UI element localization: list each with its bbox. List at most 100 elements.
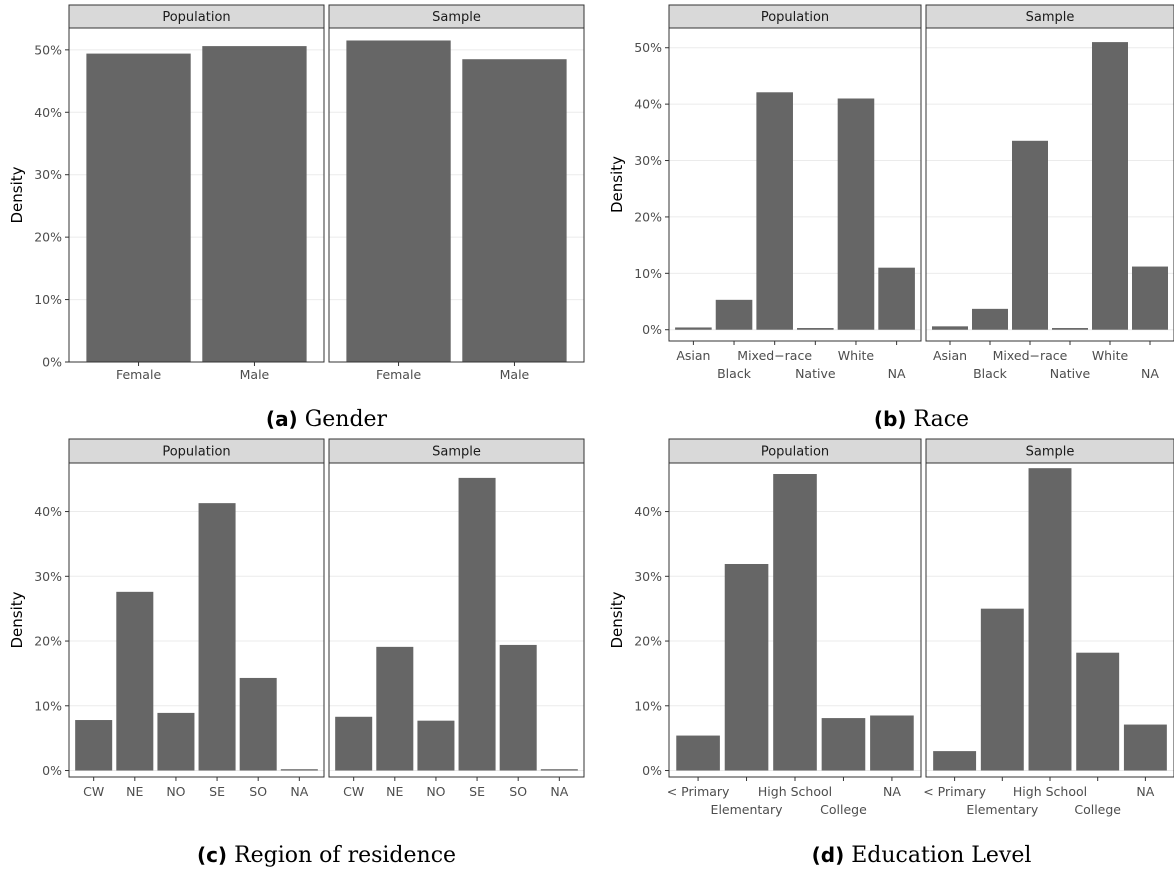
bar-population-4 [837, 98, 875, 330]
x-tick-label: High School [1013, 784, 1087, 799]
x-tick-label: Native [795, 366, 836, 381]
bar-population-2 [157, 712, 195, 771]
x-tick-label: SO [509, 784, 527, 799]
x-tick-label: Male [500, 367, 530, 382]
y-tick-label: 10% [34, 698, 62, 713]
caption-text: Race [907, 407, 970, 432]
y-tick-label: 30% [34, 167, 62, 182]
subfigure-region-of-residence: Population CW NE NO SE SO NA Sample CW NE NO SE SO NA… [8, 438, 585, 868]
panel-border [668, 462, 922, 778]
bar-population-4 [239, 677, 277, 771]
x-tick-label: SO [249, 784, 267, 799]
panel-strip-label: Population [162, 445, 230, 460]
x-tick-label: NA [1141, 366, 1159, 381]
panel-border [328, 462, 585, 778]
x-tick-label: Black [717, 366, 752, 381]
x-tick-label: NO [166, 784, 185, 799]
bar-sample-4 [1123, 724, 1167, 771]
bar-population-0 [86, 53, 191, 363]
panel-border [68, 27, 325, 363]
y-tick-label: 10% [34, 292, 62, 307]
caption-text: Education Level [844, 843, 1031, 868]
bar-population-5 [280, 769, 318, 771]
caption-text: Region of residence [227, 843, 456, 868]
y-tick-label: 50% [34, 42, 62, 57]
panel-strip-label: Population [162, 10, 230, 25]
bar-population-0 [676, 735, 720, 771]
subfigure-race: PopulationAsianBlackMixed−raceNativeWhit… [608, 4, 1174, 432]
bar-sample-0 [932, 326, 968, 330]
x-tick-label: NA [888, 366, 906, 381]
x-tick-label: < Primary [923, 784, 986, 799]
x-tick-label: High School [758, 784, 832, 799]
subfigure-caption: (d) Education Level [812, 843, 1032, 868]
bar-population-1 [715, 299, 753, 330]
x-tick-label: Asian [676, 348, 710, 363]
bar-sample-3 [458, 477, 496, 771]
panel-population: Population Asian Black Mixed−race NativeWhit… [668, 4, 922, 381]
x-tick-label: White [1092, 348, 1129, 363]
bar-population-0 [75, 720, 113, 771]
caption-text: Gender [298, 407, 388, 432]
caption-letter: (d) [812, 843, 845, 867]
bar-population-1 [116, 591, 154, 771]
x-tick-label: NE [126, 784, 143, 799]
bar-sample-2 [1012, 140, 1048, 330]
y-tick-label: 10% [634, 266, 662, 281]
x-tick-label: < Primary [667, 784, 730, 799]
x-tick-label: SE [209, 784, 225, 799]
caption-letter: (c) [197, 843, 227, 867]
y-axis-title: Density [8, 166, 26, 223]
bar-sample-3 [1052, 328, 1088, 330]
x-tick-label: NA [550, 784, 568, 799]
x-tick-label: Asian [933, 348, 967, 363]
y-tick-label: 40% [34, 105, 62, 120]
bar-population-0 [675, 327, 712, 330]
panel-strip-label: Sample [1026, 10, 1075, 25]
x-tick-label: Elementary [966, 802, 1039, 817]
x-tick-label: Female [376, 367, 422, 382]
panel-strip-label: Population [761, 10, 829, 25]
panel-strip [68, 438, 325, 464]
x-tick-label: Male [240, 367, 270, 382]
y-tick-label: 50% [634, 40, 662, 55]
x-tick-label: NA [883, 784, 901, 799]
y-tick-label: 20% [634, 634, 662, 649]
bar-sample-1 [972, 308, 1008, 330]
bar-sample-0 [933, 751, 977, 771]
x-tick-label: CW [83, 784, 104, 799]
bar-sample-2 [1028, 468, 1072, 771]
x-tick-label: Native [1050, 366, 1091, 381]
panel-strip-label: Sample [1026, 445, 1075, 460]
x-tick-label: Mixed−race [737, 348, 812, 363]
caption-letter: (a) [266, 407, 298, 431]
bar-sample-3 [1076, 652, 1120, 771]
y-tick-label: 40% [34, 504, 62, 519]
y-tick-label: 0% [642, 322, 662, 337]
x-tick-label: CW [343, 784, 364, 799]
subfigure-gender: Population Female Male Sample Female Male 0% 10… [8, 4, 585, 432]
x-tick-label: College [1074, 802, 1121, 817]
y-tick-label: 40% [634, 504, 662, 519]
bar-sample-1 [462, 59, 567, 362]
subfigure-education-level: Population < Primary Elementary High School… [608, 438, 1174, 868]
panel-strip-label: Population [761, 445, 829, 460]
bar-population-1 [202, 46, 307, 362]
panel-strip-label: Sample [432, 445, 481, 460]
panel-population: Population CW NE NO SE SO NA [68, 438, 325, 799]
bar-sample-5 [540, 769, 578, 771]
x-tick-label: SE [469, 784, 485, 799]
panel-population: Population < Primary Elementary High School… [667, 438, 922, 817]
bar-population-5 [878, 267, 915, 330]
y-tick-label: 10% [634, 698, 662, 713]
y-tick-label: 20% [634, 209, 662, 224]
panel-strip-label: Sample [432, 10, 481, 25]
x-tick-label: NA [290, 784, 308, 799]
bar-sample-2 [417, 720, 455, 771]
bar-sample-4 [499, 644, 537, 771]
bar-population-2 [756, 92, 793, 330]
y-tick-label: 0% [642, 763, 662, 778]
y-tick-label: 20% [34, 634, 62, 649]
bar-population-2 [773, 474, 817, 771]
